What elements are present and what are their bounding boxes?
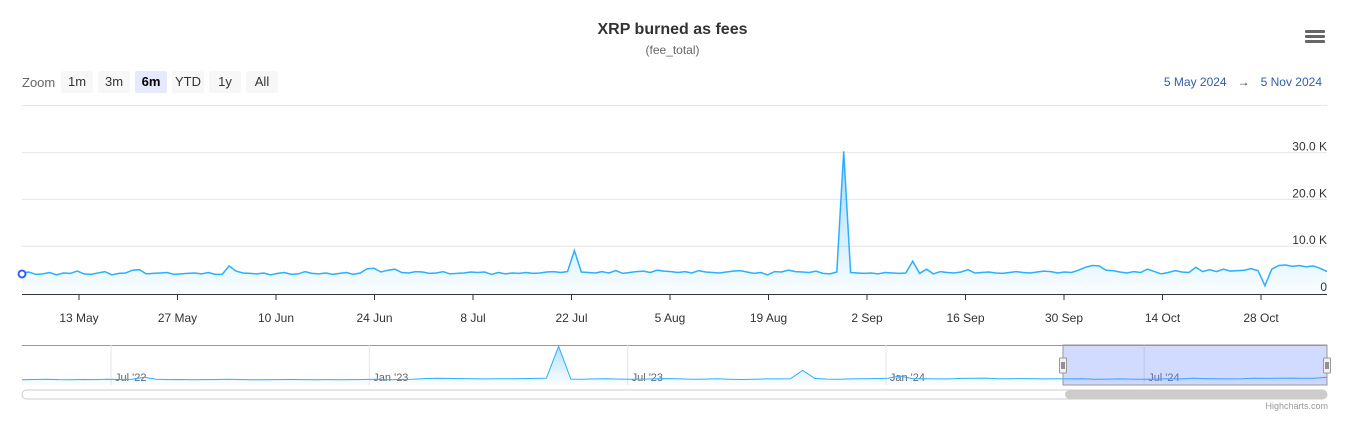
- zoom-3m-button[interactable]: 3m: [98, 71, 130, 93]
- zoom-ytd-button[interactable]: YTD: [172, 71, 204, 93]
- x-tick-label: 27 May: [158, 311, 197, 325]
- x-tick-label: 8 Jul: [460, 311, 485, 325]
- series-marker[interactable]: [17, 269, 27, 279]
- x-tick-label: 30 Sep: [1045, 311, 1083, 325]
- zoom-all-button[interactable]: All: [246, 71, 278, 93]
- y-tick-label: 20.0 K: [1292, 186, 1327, 200]
- date-range: 5 May 2024 → 5 Nov 2024: [1161, 75, 1325, 89]
- series-area: [22, 151, 1327, 293]
- navigator-handle[interactable]: [1323, 357, 1331, 374]
- zoom-1y-button[interactable]: 1y: [209, 71, 241, 93]
- x-tick-label: 28 Oct: [1243, 311, 1279, 325]
- chart-subtitle: (fee_total): [645, 43, 700, 57]
- chart-title: XRP burned as fees: [597, 21, 748, 38]
- x-tick-label: 16 Sep: [946, 311, 984, 325]
- zoom-1m-button[interactable]: 1m: [61, 71, 93, 93]
- x-tick-label: 19 Aug: [750, 311, 787, 325]
- y-tick-label: 10.0 K: [1292, 233, 1327, 247]
- range-from-input[interactable]: 5 May 2024: [1163, 75, 1227, 89]
- navigator-line: [21, 344, 1328, 381]
- x-tick-label: 10 Jun: [258, 311, 294, 325]
- x-tick-label: 22 Jul: [555, 311, 587, 325]
- credits-link[interactable]: Highcharts.com: [1265, 401, 1328, 411]
- x-tick-label: 14 Oct: [1145, 311, 1181, 325]
- x-tick-label: 13 May: [59, 311, 98, 325]
- navigator-selection[interactable]: [1062, 344, 1328, 386]
- x-tick-label: 2 Sep: [851, 311, 883, 325]
- scrollbar-thumb[interactable]: [1065, 390, 1327, 399]
- navigator-handle[interactable]: [1059, 357, 1067, 374]
- y-tick-label: 30.0 K: [1292, 140, 1327, 154]
- series-line: [21, 151, 1328, 288]
- hamburger-menu-icon[interactable]: [1305, 30, 1325, 46]
- zoom-6m-button[interactable]: 6m: [135, 71, 167, 93]
- x-tick-label: 24 Jun: [356, 311, 392, 325]
- navigator-area: [22, 346, 1327, 385]
- x-tick-label: 5 Aug: [655, 311, 686, 325]
- zoom-label: Zoom: [22, 75, 56, 90]
- range-to-input[interactable]: 5 Nov 2024: [1260, 75, 1322, 89]
- range-arrow: →: [1237, 75, 1250, 89]
